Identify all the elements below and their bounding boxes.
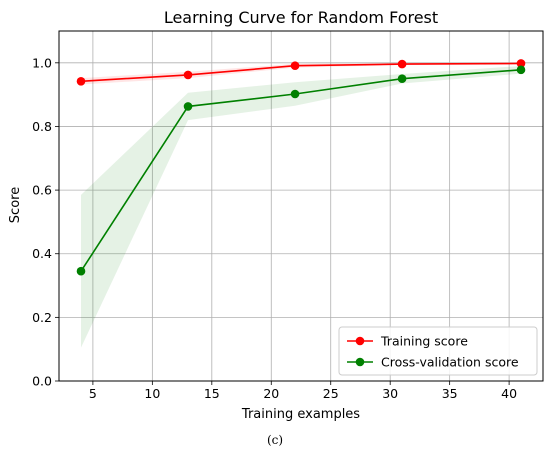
band-series-0	[81, 62, 521, 85]
y-tick-label: 0.2	[32, 310, 52, 325]
grid	[59, 31, 543, 382]
x-tick-label: 10	[144, 386, 160, 401]
confidence-bands	[81, 62, 521, 348]
x-axis-ticks: 5 10 15 20 25 30 35 40	[89, 381, 517, 401]
figure-caption: (c)	[266, 433, 284, 447]
point-series-0	[397, 59, 407, 69]
x-tick-label: 5	[89, 386, 97, 401]
plot-frame	[58, 30, 544, 382]
point-series-1	[397, 74, 407, 84]
x-tick-label: 35	[442, 386, 458, 401]
legend-label-0: Training score	[380, 334, 468, 349]
point-series-1	[516, 65, 526, 75]
point-series-0	[290, 61, 300, 70]
y-axis-label: Score	[8, 187, 23, 223]
y-tick-label: 1.0	[32, 55, 52, 70]
point-series-1	[183, 102, 193, 111]
y-tick-label: 0.4	[32, 246, 52, 261]
y-tick-label: 0.6	[32, 183, 52, 198]
series-points	[76, 59, 526, 276]
legend-box	[338, 326, 538, 376]
point-series-0	[516, 59, 526, 68]
y-axis-ticks: 0.0 0.2 0.4 0.6 0.8 1.0	[32, 55, 59, 389]
chart-title: Learning Curve for Random Forest	[164, 8, 438, 27]
x-tick-label: 30	[382, 386, 398, 401]
x-tick-label: 20	[263, 386, 279, 401]
x-tick-label: 25	[323, 386, 339, 401]
point-series-0	[183, 70, 193, 80]
point-series-0	[76, 76, 86, 86]
legend-label-1: Cross-validation score	[381, 355, 519, 370]
x-tick-label: 40	[501, 386, 517, 401]
x-axis-label: Training examples	[241, 407, 360, 422]
y-tick-label: 0.8	[32, 119, 52, 134]
point-series-1	[290, 89, 300, 99]
legend-marker-0	[355, 336, 365, 346]
point-series-1	[76, 266, 86, 276]
legend: Training score Cross-validation score	[338, 326, 538, 376]
band-series-1	[81, 66, 521, 348]
x-tick-label: 15	[204, 386, 220, 401]
legend-marker-1	[355, 357, 365, 367]
y-tick-label: 0.0	[32, 374, 52, 389]
